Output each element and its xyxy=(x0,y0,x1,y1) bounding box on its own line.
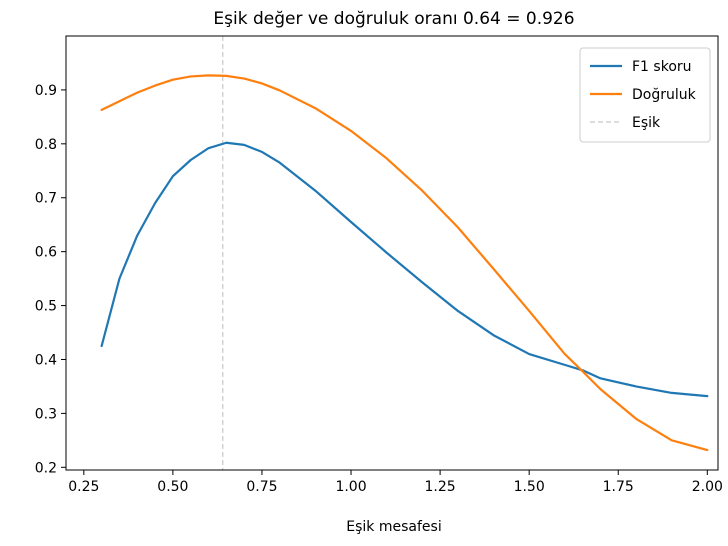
x-axis-label: Eşik mesafesi xyxy=(346,519,441,535)
legend-label: F1 skoru xyxy=(632,59,692,75)
x-tick-label: 1.00 xyxy=(335,479,366,495)
legend-label: Eşik xyxy=(632,115,661,131)
x-tick-label: 1.75 xyxy=(603,479,634,495)
y-tick-label: 0.9 xyxy=(35,83,57,99)
legend-label: Doğruluk xyxy=(632,87,697,103)
x-tick-label: 1.50 xyxy=(514,479,545,495)
x-tick-label: 0.75 xyxy=(246,479,277,495)
chart-title: Eşik değer ve doğruluk oranı 0.64 = 0.92… xyxy=(213,9,574,29)
series-line-2 xyxy=(100,74,709,452)
plot-frame xyxy=(65,35,719,471)
y-tick-label: 0.6 xyxy=(35,245,57,261)
y-tick-label: 0.4 xyxy=(35,352,57,368)
y-tick-label: 0.7 xyxy=(35,191,57,207)
x-tick-label: 0.25 xyxy=(68,479,99,495)
y-tick-label: 0.2 xyxy=(35,460,57,476)
y-tick-label: 0.3 xyxy=(35,406,57,422)
x-tick-label: 0.50 xyxy=(157,479,188,495)
y-tick-label: 0.8 xyxy=(35,137,57,153)
y-tick-label: 0.5 xyxy=(35,299,57,315)
x-tick-label: 2.00 xyxy=(692,479,723,495)
x-tick-label: 1.25 xyxy=(425,479,456,495)
series-line-1 xyxy=(100,141,709,398)
legend-box xyxy=(579,47,711,143)
